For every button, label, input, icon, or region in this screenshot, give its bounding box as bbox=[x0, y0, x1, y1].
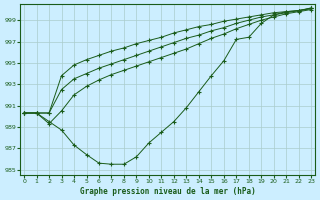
X-axis label: Graphe pression niveau de la mer (hPa): Graphe pression niveau de la mer (hPa) bbox=[80, 187, 256, 196]
